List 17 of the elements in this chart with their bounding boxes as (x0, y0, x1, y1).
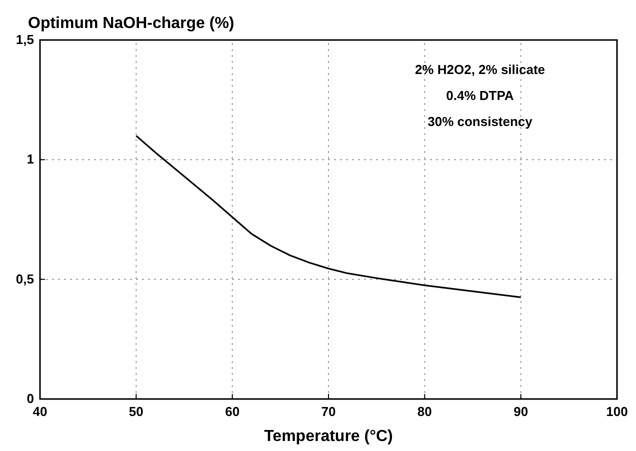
x-tick-label: 100 (606, 404, 628, 419)
annotation: 30% consistency (428, 114, 534, 129)
line-series (135, 134, 522, 298)
y-tick-label: 0 (26, 391, 34, 406)
y-tick-label: 1,5 (16, 32, 34, 47)
x-tick-label: 40 (32, 404, 48, 419)
x-tick-label: 50 (128, 404, 144, 419)
x-tick-label: 90 (514, 404, 528, 419)
x-tick-label: 60 (225, 404, 240, 419)
annotation: 0.4% DTPA (446, 88, 514, 103)
x-tick-label: 80 (417, 404, 432, 419)
y-tick-label: 1 (26, 152, 34, 167)
x-axis-title: Temperature (°C) (264, 428, 393, 445)
annotation: 2% H2O2, 2% silicate (414, 62, 546, 77)
x-tick-label: 70 (321, 404, 336, 419)
chart-title: Optimum NaOH-charge (%) (28, 15, 234, 32)
y-tick-label: 0,5 (16, 271, 34, 286)
